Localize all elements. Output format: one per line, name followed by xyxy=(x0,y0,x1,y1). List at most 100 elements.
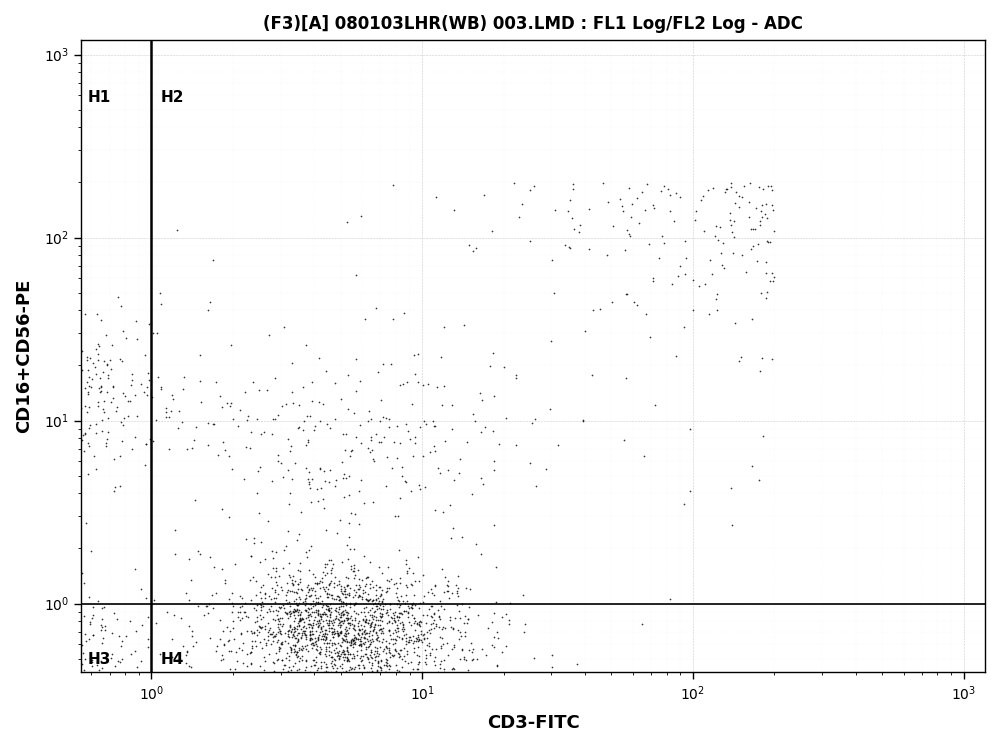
Point xyxy=(337,604,353,616)
Point xyxy=(93,619,109,631)
Point xyxy=(335,601,351,613)
Point xyxy=(93,385,109,397)
Point xyxy=(360,571,376,583)
Point xyxy=(262,622,278,634)
Point xyxy=(379,660,395,672)
Point xyxy=(291,421,307,433)
Point xyxy=(323,602,339,614)
Point xyxy=(473,548,489,560)
Point xyxy=(249,629,265,641)
Point xyxy=(682,423,698,435)
Point xyxy=(315,566,331,578)
Point xyxy=(342,450,358,462)
Point xyxy=(301,544,317,556)
Point xyxy=(310,633,326,645)
Point xyxy=(338,622,354,633)
Point xyxy=(331,604,347,616)
Point xyxy=(340,403,356,415)
Point xyxy=(98,329,114,341)
Point xyxy=(328,642,344,654)
Point xyxy=(181,660,197,672)
Point xyxy=(248,640,264,652)
Point xyxy=(105,380,121,392)
Point xyxy=(221,450,237,462)
Point xyxy=(93,655,109,667)
Point xyxy=(287,640,303,652)
Point xyxy=(337,630,353,642)
Point xyxy=(569,658,585,670)
Point xyxy=(230,421,246,433)
Point xyxy=(297,595,313,607)
Point xyxy=(434,563,450,575)
Point xyxy=(303,540,319,552)
Point xyxy=(398,476,414,488)
Point xyxy=(303,619,319,631)
Point xyxy=(427,445,443,457)
Point xyxy=(325,619,341,631)
Point xyxy=(279,598,295,610)
Point xyxy=(319,418,335,430)
Point xyxy=(343,635,359,647)
Point xyxy=(184,624,200,636)
Point xyxy=(349,649,365,661)
Point xyxy=(754,352,770,364)
Point xyxy=(373,663,389,675)
Point xyxy=(308,624,324,636)
Point xyxy=(385,179,401,191)
Point xyxy=(260,630,276,642)
Point xyxy=(88,427,104,439)
Point xyxy=(302,630,318,642)
Point xyxy=(331,650,347,662)
Point xyxy=(348,632,364,644)
Point xyxy=(484,225,500,237)
Point xyxy=(336,629,352,641)
Point xyxy=(290,583,306,595)
Point xyxy=(356,662,372,674)
Point xyxy=(469,654,485,666)
Point xyxy=(399,567,415,579)
Point xyxy=(313,643,329,655)
Point xyxy=(267,413,283,425)
Point xyxy=(291,654,307,666)
Point xyxy=(351,486,367,498)
Point xyxy=(344,633,360,645)
Point xyxy=(645,199,661,211)
Point xyxy=(316,636,332,648)
Point xyxy=(112,480,128,492)
Point xyxy=(295,642,311,654)
Point xyxy=(163,405,179,417)
Point xyxy=(328,474,344,486)
Point xyxy=(306,659,322,671)
Point xyxy=(346,634,362,646)
Point xyxy=(313,610,329,622)
Point xyxy=(619,223,635,235)
Point xyxy=(379,451,395,463)
Point xyxy=(315,493,331,505)
Point xyxy=(386,613,402,625)
Point xyxy=(78,636,94,648)
Point xyxy=(85,609,101,621)
Point xyxy=(366,621,382,633)
Point xyxy=(315,581,331,593)
Point xyxy=(314,609,330,621)
Point xyxy=(256,427,272,438)
Point xyxy=(339,579,355,591)
Point xyxy=(367,619,383,631)
Point xyxy=(308,651,324,663)
Point xyxy=(106,485,122,497)
Point xyxy=(376,643,392,655)
Point xyxy=(337,651,353,663)
Point xyxy=(410,663,426,675)
Point xyxy=(358,613,374,625)
Point xyxy=(418,649,434,661)
Point xyxy=(330,613,346,625)
Point xyxy=(334,606,350,618)
Point xyxy=(390,595,406,607)
Point xyxy=(267,372,283,384)
Point xyxy=(444,423,460,435)
Point xyxy=(392,617,408,629)
Point xyxy=(488,595,504,607)
Point xyxy=(249,611,265,623)
Point xyxy=(212,633,228,645)
Y-axis label: CD16+CD56-PE: CD16+CD56-PE xyxy=(15,279,33,433)
